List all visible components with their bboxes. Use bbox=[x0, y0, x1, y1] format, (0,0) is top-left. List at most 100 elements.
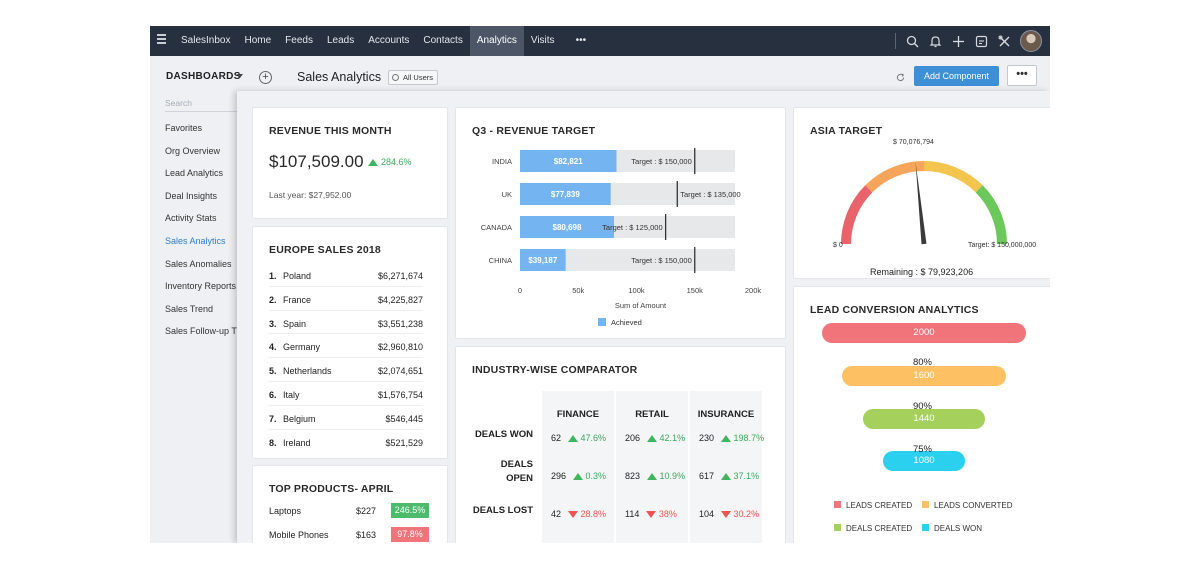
legend-swatch bbox=[834, 501, 841, 508]
avatar[interactable] bbox=[1020, 30, 1042, 52]
country-name: France bbox=[283, 294, 312, 305]
country-name: Netherlands bbox=[283, 366, 332, 377]
lead-conversion-card[interactable]: LEAD CONVERSION ANALYTICS 2000 1600 1440 10… bbox=[793, 286, 1050, 543]
legend-deals-created: DEALS CREATED bbox=[834, 524, 912, 533]
funnel-stage[interactable]: 1600 bbox=[842, 366, 1006, 386]
revenue-card[interactable]: REVENUE THIS MONTH $107,509.00 284.6% La… bbox=[252, 107, 448, 219]
arrow-down-icon bbox=[567, 511, 578, 518]
gauge-band bbox=[975, 185, 1007, 245]
sidebar-item-sales-analytics[interactable]: Sales Analytics bbox=[165, 235, 226, 246]
card-title: Q3 - REVENUE TARGET bbox=[472, 125, 596, 137]
target-label: Target : $ 150,000 bbox=[631, 157, 691, 166]
column-header-retail: RETAIL bbox=[635, 409, 669, 420]
product-price: $227 bbox=[356, 506, 377, 516]
deal-change: 198.7% bbox=[733, 433, 765, 443]
x-tick-label: 50k bbox=[572, 286, 584, 295]
sidebar-item-favorites[interactable]: Favorites bbox=[165, 123, 203, 133]
deal-change: 28.8% bbox=[580, 509, 607, 519]
nav-tab-visits[interactable]: Visits bbox=[530, 35, 555, 46]
x-tick-label: 100k bbox=[628, 286, 645, 295]
all-users-filter[interactable]: All Users bbox=[388, 70, 439, 85]
industry-cell: 206 42.1% bbox=[625, 433, 685, 443]
dashboards-dropdown[interactable]: DASHBOARDS bbox=[166, 71, 241, 82]
conversion-rate: 75% bbox=[912, 444, 932, 455]
plus-icon[interactable] bbox=[951, 34, 965, 48]
sidebar-item-sales-trend[interactable]: Sales Trend bbox=[165, 303, 214, 314]
dashboard-canvas: REVENUE THIS MONTH $107,509.00 284.6% La… bbox=[237, 91, 1050, 543]
more-options-button[interactable]: ••• bbox=[1007, 65, 1037, 86]
top-products-card[interactable]: TOP PRODUCTS- APRIL Laptops $227 246.5% … bbox=[252, 465, 448, 543]
nav-more-button[interactable]: ••• bbox=[575, 35, 587, 46]
country-name: Italy bbox=[283, 389, 300, 400]
europe-sales-card[interactable]: EUROPE SALES 2018 1. Poland $6,271,674 2. Fr… bbox=[252, 226, 448, 459]
achieved-value-label: $80,698 bbox=[553, 223, 582, 232]
arrow-up-icon bbox=[572, 473, 583, 480]
sidebar-item-lead-analytics[interactable]: Lead Analytics bbox=[165, 168, 224, 179]
x-axis-label: Sum of Amount bbox=[615, 301, 667, 310]
industry-comparator-card[interactable]: INDUSTRY-WISE COMPARATOR FINANCE RETAIL … bbox=[455, 346, 786, 543]
sales-value: $4,225,827 bbox=[377, 294, 423, 305]
arrow-up-icon bbox=[646, 473, 657, 480]
card-title: TOP PRODUCTS- APRIL bbox=[269, 483, 394, 495]
country-name: Poland bbox=[283, 271, 312, 281]
sidebar-item-sales-follow-up[interactable]: Sales Follow-up T bbox=[165, 326, 237, 337]
tools-icon[interactable] bbox=[997, 34, 1011, 48]
q3-revenue-target-card[interactable]: Q3 - REVENUE TARGET INDIA $82,821 Target :… bbox=[455, 107, 786, 339]
nav-tab-analytics[interactable]: Analytics bbox=[469, 26, 524, 56]
calendar-icon[interactable] bbox=[974, 34, 988, 48]
legend-leads-created: LEADS CREATED bbox=[834, 501, 912, 510]
country-name: Spain bbox=[283, 318, 307, 329]
deal-count: 62 bbox=[551, 433, 562, 443]
bell-icon[interactable] bbox=[928, 34, 942, 48]
europe-sales-row: 2. France $4,225,827 bbox=[269, 287, 423, 311]
sales-value: $6,271,674 bbox=[377, 271, 423, 281]
legend-leads-converted: LEADS CONVERTED bbox=[922, 501, 1013, 510]
search-icon[interactable] bbox=[905, 34, 919, 48]
deal-change: 10.9% bbox=[659, 471, 686, 481]
add-component-button[interactable]: Add Component bbox=[914, 66, 999, 86]
dashboards-sidebar: Search Favorites Org Overview Lead Analy… bbox=[150, 92, 250, 543]
funnel-stage[interactable]: 1440 bbox=[862, 409, 986, 429]
nav-tab-feeds[interactable]: Feeds bbox=[285, 35, 313, 46]
category-label: INDIA bbox=[492, 157, 512, 166]
sidebar-search-input[interactable]: Search bbox=[165, 98, 237, 112]
nav-tab-contacts[interactable]: Contacts bbox=[423, 35, 463, 46]
legend-swatch bbox=[922, 524, 929, 531]
arrow-up-icon bbox=[720, 473, 731, 480]
legend-swatch bbox=[922, 501, 929, 508]
refresh-icon[interactable] bbox=[896, 73, 905, 82]
product-name: Laptops bbox=[269, 506, 302, 516]
add-dashboard-icon[interactable]: + bbox=[259, 71, 272, 84]
arrow-up-icon bbox=[720, 435, 731, 442]
sidebar-item-sales-anomalies[interactable]: Sales Anomalies bbox=[165, 258, 232, 269]
nav-tab-accounts[interactable]: Accounts bbox=[368, 35, 410, 46]
funnel-stage[interactable]: 2000 bbox=[822, 323, 1026, 343]
industry-cell: 62 47.6% bbox=[551, 433, 606, 443]
gauge-value-label: $ 70,076,794 bbox=[893, 139, 934, 146]
sidebar-item-activity-stats[interactable]: Activity Stats bbox=[165, 213, 217, 224]
industry-cell: 617 37.1% bbox=[699, 471, 759, 481]
achieved-value-label: $39,187 bbox=[528, 256, 557, 265]
dashboard-header: DASHBOARDS + Sales Analytics All Users A… bbox=[150, 56, 1050, 92]
menu-icon[interactable] bbox=[157, 34, 167, 48]
nav-tab-salesinbox[interactable]: SalesInbox bbox=[181, 35, 231, 46]
sales-value: $2,074,651 bbox=[377, 366, 423, 377]
target-label: Target : $ 150,000 bbox=[631, 256, 691, 265]
sidebar-item-deal-insights[interactable]: Deal Insights bbox=[165, 190, 218, 201]
industry-cell: 823 10.9% bbox=[625, 471, 685, 481]
nav-tab-home[interactable]: Home bbox=[244, 35, 272, 46]
deal-count: 617 bbox=[699, 471, 715, 481]
card-title: ASIA TARGET bbox=[810, 125, 883, 137]
achieved-bar bbox=[520, 216, 615, 238]
deal-change: 38% bbox=[658, 509, 677, 519]
gauge-max-label: Target: $ 150,000,000 bbox=[968, 242, 1037, 249]
asia-target-card[interactable]: ASIA TARGET $ 0 Target: $ 150,000,000 $ … bbox=[793, 107, 1050, 279]
nav-tab-leads[interactable]: Leads bbox=[326, 35, 355, 46]
x-tick-label: 200k bbox=[745, 286, 762, 295]
industry-cell: 230 198.7% bbox=[699, 433, 764, 443]
funnel-stage[interactable]: 1080 bbox=[883, 451, 965, 471]
sidebar-item-inventory-reports[interactable]: Inventory Reports bbox=[165, 281, 237, 292]
chevron-down-icon[interactable] bbox=[237, 74, 243, 78]
sidebar-item-org-overview[interactable]: Org Overview bbox=[165, 145, 221, 156]
legend-deals-won: DEALS WON bbox=[922, 524, 982, 533]
